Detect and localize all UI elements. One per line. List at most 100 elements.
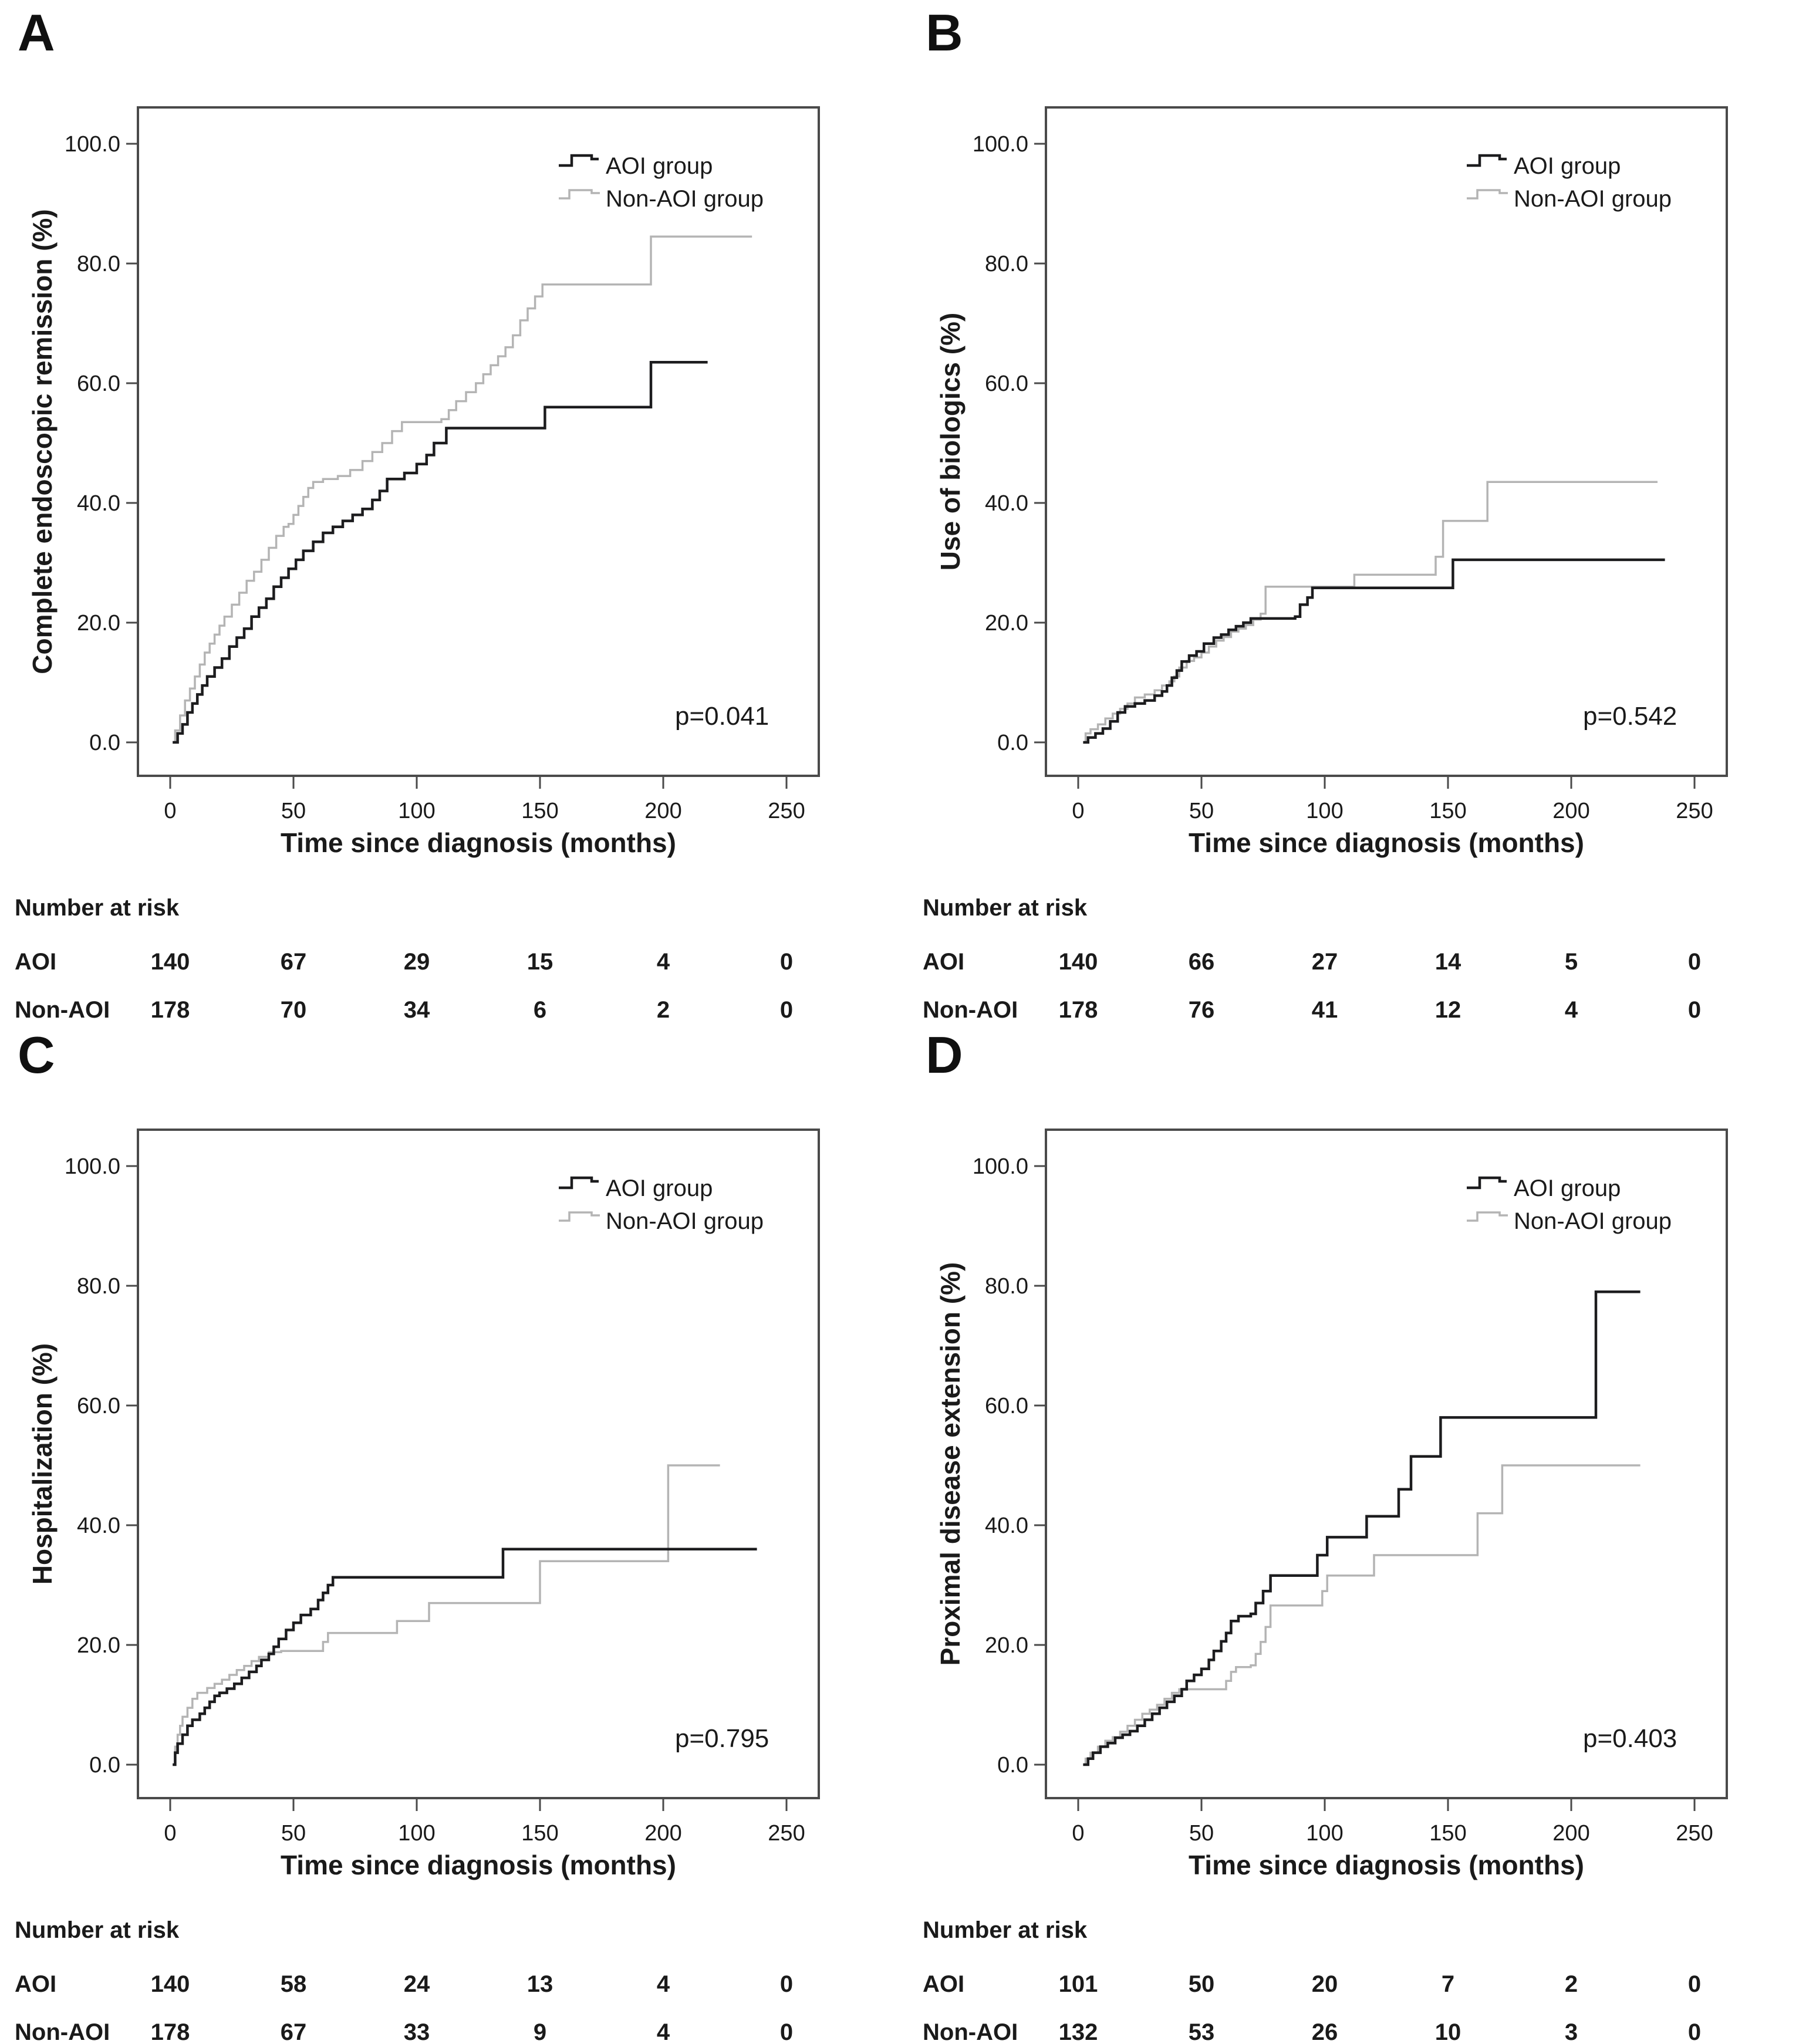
risk-count: 24 — [404, 1971, 430, 1997]
risk-row-label: AOI — [15, 1971, 56, 1997]
risk-count: 15 — [527, 949, 553, 975]
p-value-label: p=0.795 — [675, 1724, 769, 1753]
risk-count: 140 — [151, 1971, 190, 1997]
risk-count: 29 — [404, 949, 430, 975]
y-tick-label: 60.0 — [77, 371, 120, 396]
risk-row-label: AOI — [923, 949, 964, 975]
non-aoi-curve — [1083, 1464, 1641, 1766]
risk-count: 140 — [151, 949, 190, 975]
y-tick-label: 80.0 — [77, 1274, 120, 1299]
risk-row-label: AOI — [923, 1971, 964, 1997]
x-tick-label: 100 — [1306, 1821, 1343, 1846]
y-tick-label: 80.0 — [985, 1274, 1028, 1299]
non-aoi-legend-label: Non-AOI group — [606, 186, 764, 212]
x-axis-title: Time since diagnosis (months) — [1189, 1850, 1584, 1880]
non-aoi-curve — [1083, 481, 1658, 744]
x-tick-label: 200 — [644, 1821, 681, 1846]
risk-count: 0 — [1688, 949, 1701, 975]
p-value-label: p=0.542 — [1583, 702, 1677, 731]
risk-count: 4 — [657, 2019, 670, 2044]
risk-count: 12 — [1435, 997, 1461, 1022]
x-tick-label: 150 — [521, 1821, 558, 1846]
risk-count: 67 — [281, 949, 307, 975]
risk-count: 0 — [780, 1971, 793, 1997]
x-axis-title: Time since diagnosis (months) — [281, 1850, 676, 1880]
panel-d: D 0.0 20.0 40.0 60.0 80.0 100.0 0 50 100 150 200 25… — [908, 1022, 1816, 2044]
x-tick-label: 250 — [1676, 1821, 1713, 1846]
non-aoi-legend-line — [559, 189, 600, 200]
risk-table-header: Number at risk — [923, 895, 1088, 921]
aoi-legend-line — [559, 154, 599, 167]
x-tick-label: 250 — [768, 1821, 805, 1846]
y-tick-label: 80.0 — [985, 252, 1028, 276]
risk-count: 41 — [1312, 997, 1338, 1022]
risk-count: 67 — [281, 2019, 307, 2044]
y-tick-label: 40.0 — [985, 1513, 1028, 1538]
aoi-legend-line — [559, 1176, 599, 1190]
risk-count: 20 — [1312, 1971, 1338, 1997]
panel-a-letter: A — [18, 4, 55, 62]
risk-count: 101 — [1059, 1971, 1098, 1997]
risk-count: 9 — [534, 2019, 546, 2044]
non-aoi-legend-line — [559, 1211, 600, 1222]
x-tick-label: 150 — [1429, 799, 1466, 823]
risk-count: 178 — [151, 2019, 190, 2044]
aoi-curve — [1083, 558, 1665, 744]
risk-count: 6 — [534, 997, 546, 1022]
y-tick-label: 100.0 — [65, 1154, 120, 1179]
risk-count: 50 — [1189, 1971, 1215, 1997]
risk-count: 76 — [1189, 997, 1215, 1022]
risk-count: 5 — [1565, 949, 1578, 975]
y-tick-label: 20.0 — [77, 1633, 120, 1658]
y-tick-label: 100.0 — [65, 132, 120, 157]
panel-c-letter: C — [18, 1026, 55, 1084]
x-tick-label: 200 — [1552, 1821, 1589, 1846]
x-tick-label: 150 — [1429, 1821, 1466, 1846]
x-tick-label: 50 — [281, 1821, 306, 1846]
aoi-legend-label: AOI group — [606, 153, 713, 179]
plot-box — [137, 106, 820, 777]
risk-count: 0 — [1688, 1971, 1701, 1997]
risk-table-header: Number at risk — [15, 895, 180, 921]
risk-count: 2 — [1565, 1971, 1578, 1997]
risk-count: 10 — [1435, 2019, 1461, 2044]
non-aoi-legend-line — [1467, 1211, 1508, 1222]
x-tick-label: 100 — [1306, 799, 1343, 823]
y-tick-label: 40.0 — [77, 491, 120, 516]
y-tick-label: 60.0 — [77, 1394, 120, 1418]
x-tick-label: 250 — [1676, 799, 1713, 823]
risk-count: 0 — [780, 949, 793, 975]
risk-count: 132 — [1059, 2019, 1098, 2044]
x-tick-label: 150 — [521, 799, 558, 823]
p-value-label: p=0.041 — [675, 702, 769, 731]
risk-count: 14 — [1435, 949, 1461, 975]
risk-row-label: AOI — [15, 949, 56, 975]
x-tick-label: 0 — [164, 1821, 176, 1846]
x-axis-title: Time since diagnosis (months) — [1189, 827, 1584, 858]
y-tick-label: 0.0 — [89, 731, 120, 755]
panel-c: C 0.0 20.0 40.0 60.0 80.0 100.0 0 50 100 150 200 25… — [0, 1022, 908, 2044]
risk-count: 70 — [281, 997, 307, 1022]
non-aoi-curve — [173, 235, 752, 744]
risk-row-label: Non-AOI — [923, 2019, 1018, 2044]
x-axis-title: Time since diagnosis (months) — [281, 827, 676, 858]
risk-count: 7 — [1442, 1971, 1454, 1997]
x-tick-label: 50 — [1189, 799, 1214, 823]
y-tick-label: 20.0 — [985, 1633, 1028, 1658]
y-tick-label: 20.0 — [985, 611, 1028, 636]
aoi-curve — [173, 1548, 757, 1766]
y-tick-label: 60.0 — [985, 1394, 1028, 1418]
non-aoi-legend-line — [1467, 189, 1508, 200]
risk-count: 58 — [281, 1971, 307, 1997]
panel-d-letter: D — [926, 1026, 963, 1084]
x-tick-label: 0 — [1072, 799, 1084, 823]
non-aoi-legend-label: Non-AOI group — [606, 1208, 764, 1234]
aoi-curve — [1083, 1290, 1641, 1766]
y-tick-label: 0.0 — [997, 1753, 1028, 1778]
non-aoi-legend-label: Non-AOI group — [1514, 1208, 1672, 1234]
risk-count: 66 — [1189, 949, 1215, 975]
risk-count: 13 — [527, 1971, 553, 1997]
